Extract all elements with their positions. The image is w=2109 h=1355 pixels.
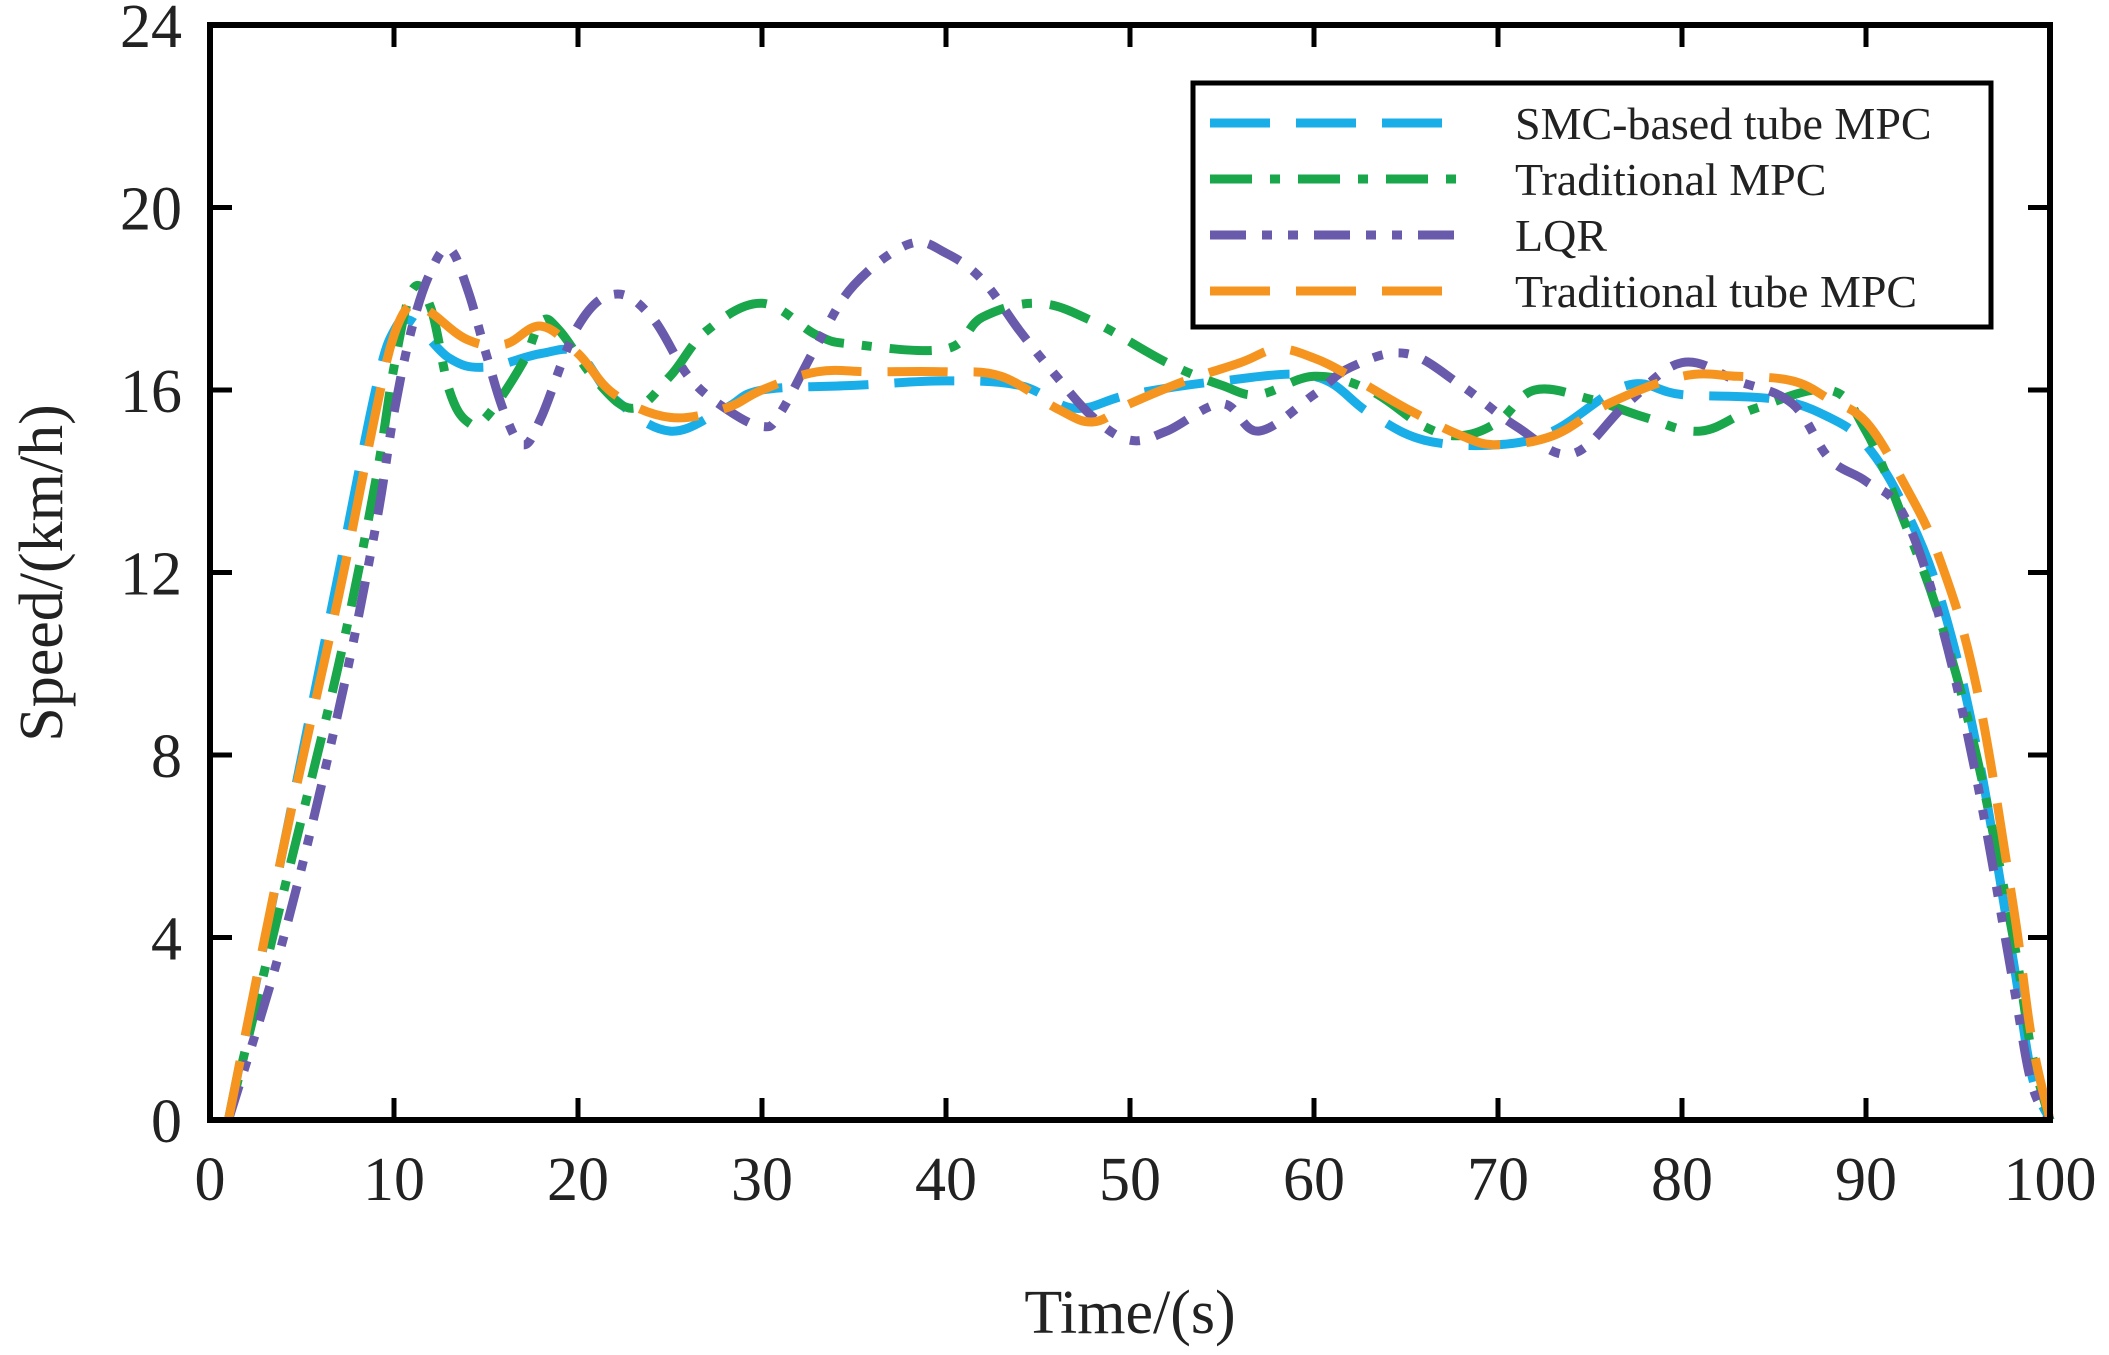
x-tick-label: 50: [1099, 1146, 1161, 1214]
x-tick-label: 40: [915, 1146, 977, 1214]
legend-label-2: Traditional MPC: [1515, 154, 1826, 205]
legend-label-1: SMC-based tube MPC: [1515, 98, 1932, 149]
series-line-4: [223, 297, 2055, 1121]
x-tick-label: 0: [195, 1146, 226, 1214]
legend-label-3: LQR: [1515, 210, 1607, 261]
y-tick-label: 24: [120, 0, 182, 61]
y-tick-label: 8: [151, 723, 182, 791]
x-tick-label: 20: [547, 1146, 609, 1214]
x-axis-label: Time/(s): [1024, 1279, 1235, 1347]
y-tick-label: 12: [120, 541, 182, 609]
x-tick-label: 60: [1283, 1146, 1345, 1214]
y-axis-label: Speed/(km/h): [8, 404, 76, 742]
series-line-2: [224, 280, 2055, 1122]
x-tick-label: 80: [1651, 1146, 1713, 1214]
y-tick-label: 0: [151, 1088, 182, 1156]
x-tick-label: 90: [1835, 1146, 1897, 1214]
legend-label-4: Traditional tube MPC: [1515, 266, 1917, 317]
x-tick-label: 10: [363, 1146, 425, 1214]
x-tick-label: 70: [1467, 1146, 1529, 1214]
x-tick-label: 30: [731, 1146, 793, 1214]
x-tick-label: 100: [2004, 1146, 2097, 1214]
series-layer: [223, 237, 2055, 1123]
y-tick-label: 16: [120, 358, 182, 426]
axis-ticks: 0 10 20 30 40 50 60 70 80 90 100 0 4 8 12 16 20 24: [120, 0, 2097, 1214]
y-tick-label: 20: [120, 176, 182, 244]
y-tick-label: 4: [151, 906, 182, 974]
